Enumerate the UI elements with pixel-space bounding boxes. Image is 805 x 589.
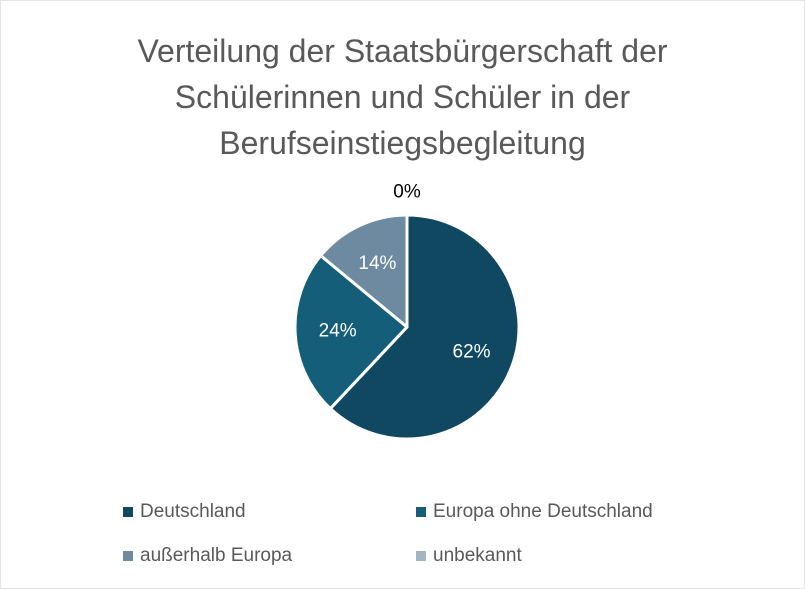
legend-swatch xyxy=(416,551,426,561)
legend-swatch xyxy=(123,507,133,517)
legend-label: unbekannt xyxy=(433,545,522,566)
pie-slice xyxy=(328,213,521,441)
data-label: 24% xyxy=(319,320,357,341)
data-label: 0% xyxy=(393,182,421,203)
legend-label: Deutschland xyxy=(140,501,246,522)
chart-title: Verteilung der Staatsbürgerschaft der Sc… xyxy=(137,33,668,161)
pie-slice xyxy=(293,254,409,411)
data-label: 14% xyxy=(358,253,396,274)
legend-label: Europa ohne Deutschland xyxy=(433,501,653,522)
legend-label: außerhalb Europa xyxy=(140,545,293,566)
legend-swatch xyxy=(123,551,133,561)
legend-swatch xyxy=(416,507,426,517)
data-label: 62% xyxy=(453,342,491,363)
pie-slice xyxy=(319,213,409,329)
